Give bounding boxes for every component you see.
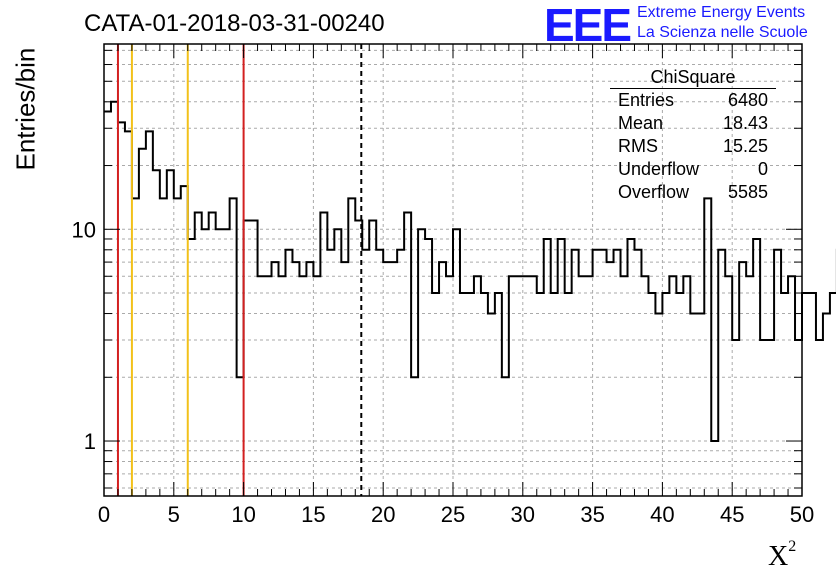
x-tick-label: 5: [168, 502, 180, 527]
eee-logo: EEE: [544, 0, 632, 51]
x-tick-label: 20: [371, 502, 395, 527]
stats-row-rms: RMS 15.25: [610, 135, 776, 158]
x-axis-label: X2: [768, 538, 796, 573]
stats-value: 6480: [727, 90, 768, 110]
stats-label: Entries: [618, 90, 675, 110]
x-tick-label: 45: [720, 502, 744, 527]
x-axis-label-exponent: 2: [788, 538, 797, 555]
x-tick-label: 15: [301, 502, 325, 527]
logo-text: Extreme Energy Events La Scienza nelle S…: [637, 3, 808, 43]
logo-line-1: Extreme Energy Events: [637, 4, 806, 21]
x-axis-label-text: X: [768, 541, 789, 572]
stats-row-overflow: Overflow 5585: [610, 181, 776, 204]
x-tick-label: 10: [231, 502, 255, 527]
y-tick-label: 1: [84, 429, 96, 454]
stats-label: Overflow: [618, 182, 690, 202]
stats-label: Underflow: [618, 159, 700, 179]
x-tick-label: 30: [511, 502, 535, 527]
stats-label: Mean: [618, 113, 664, 133]
stats-box: ChiSquare Entries 6480 Mean 18.43 RMS 15.25…: [610, 66, 776, 204]
stats-value: 18.43: [722, 113, 768, 133]
stats-label: RMS: [618, 136, 658, 156]
stats-title: ChiSquare: [610, 66, 776, 89]
stats-row-mean: Mean 18.43: [610, 112, 776, 135]
stats-value: 0: [757, 159, 768, 179]
chart-title: CATA-01-2018-03-31-00240: [84, 10, 385, 37]
y-tick-label: 10: [72, 217, 96, 242]
logo-line-2: La Scienza nelle Scuole: [637, 24, 808, 41]
stats-row-underflow: Underflow 0: [610, 158, 776, 181]
stats-row-entries: Entries 6480: [610, 89, 776, 112]
x-tick-label: 35: [580, 502, 604, 527]
x-tick-label: 50: [790, 502, 814, 527]
histogram-line: [104, 100, 836, 443]
y-axis-label: Entries/bin: [10, 47, 41, 171]
x-tick-label: 25: [441, 502, 465, 527]
x-tick-label: 40: [650, 502, 674, 527]
stats-value: 15.25: [722, 136, 768, 156]
stats-value: 5585: [727, 182, 768, 202]
x-tick-label: 0: [98, 502, 110, 527]
